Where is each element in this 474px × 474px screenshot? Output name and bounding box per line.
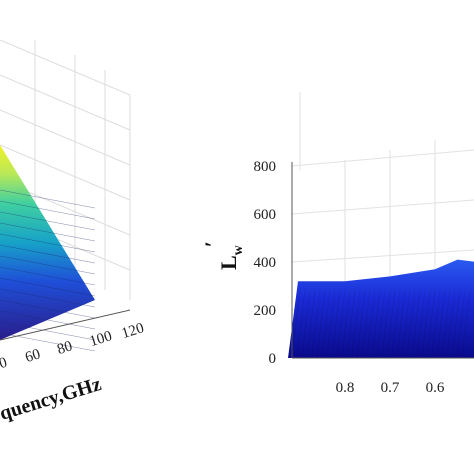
right-mesh-line [376,289,386,357]
right-mesh-line [416,289,426,357]
left-surface-mesh [0,189,96,352]
right-mesh-line [406,289,416,357]
right-surface-mesh [291,289,471,357]
right-y-tick-labels: 0 200 400 600 800 [254,159,277,367]
left-x-tick-label: -0 [0,355,9,374]
right-mesh-line [421,289,431,357]
left-panel: -0 60 80 100 120 quency,GHz [0,39,146,425]
right-mesh-line [371,289,381,357]
right-panel: 0 200 400 600 800 0.8 0.7 0.6 Lw ′ [200,92,474,396]
right-x-tick-label: 0.7 [381,380,400,396]
left-mesh-line [0,321,96,341]
right-mesh-line [426,289,436,357]
right-mesh-line [451,289,461,357]
left-surface [0,145,95,340]
left-x-tick-label: 80 [55,338,74,358]
right-mesh-line [336,289,346,357]
right-mesh-line [291,289,301,357]
right-y-tick-label: 800 [254,159,277,175]
right-mesh-line [351,289,361,357]
right-y-tick-label: 600 [254,207,277,223]
right-mesh-line [431,289,441,357]
right-mesh-line [341,289,351,357]
right-mesh-line [446,289,456,357]
left-mesh-line [0,255,96,275]
right-mesh-line [321,289,331,357]
left-mesh-line [0,189,96,209]
right-mesh-line [316,289,326,357]
right-y-axis-label-prime: ′ [200,241,225,247]
left-mesh-line [0,299,96,319]
right-mesh-line [381,289,391,357]
right-mesh-line [441,289,451,357]
right-x-tick-label: 0.8 [336,380,355,396]
right-x-tick-labels: 0.8 0.7 0.6 [336,380,445,396]
right-mesh-line [346,289,356,357]
left-x-axis [0,309,131,341]
left-x-tick-label: 100 [88,328,114,350]
right-mesh-line [396,289,406,357]
right-y-tick-label: 200 [254,303,277,319]
left-mesh-line [0,266,96,286]
right-mesh-line [326,289,336,357]
left-mesh-line [0,244,96,264]
right-y-tick-label: 400 [254,255,277,271]
right-x-tick-label: 0.6 [426,380,445,396]
right-mesh-line [411,289,421,357]
right-mesh-line [391,289,401,357]
right-mesh-line [461,289,471,357]
left-mesh-line [0,200,96,220]
right-mesh-line [361,289,371,357]
right-mesh-line [401,289,411,357]
right-mesh-line [301,289,311,357]
right-mesh-line [296,289,306,357]
left-mesh-line [0,233,96,253]
right-y-axis-label: Lw ′ [200,241,246,270]
left-mesh-line [0,332,96,352]
left-mesh-line [0,211,96,231]
right-mesh-line [366,289,376,357]
right-y-tick-label: 0 [269,351,277,367]
left-mesh-line [0,222,96,242]
right-mesh-line [436,289,446,357]
left-x-axis-label: quency,GHz [0,373,104,425]
left-x-tick-label: 120 [120,320,146,342]
left-x-tick-labels: -0 60 80 100 120 [0,320,146,373]
left-mesh-line [0,277,96,297]
left-mesh-line [0,310,96,330]
right-mesh-line [331,289,341,357]
right-mesh-line [306,289,316,357]
right-mesh-line [311,289,321,357]
right-mesh-line [456,289,466,357]
left-x-tick-label: 60 [23,346,42,366]
right-mesh-line [356,289,366,357]
left-mesh-line [0,288,96,308]
right-y-axis-label-main: L [216,255,241,270]
right-surface [288,259,474,358]
right-mesh-line [386,289,396,357]
right-y-axis-label-sub: w [231,244,246,255]
